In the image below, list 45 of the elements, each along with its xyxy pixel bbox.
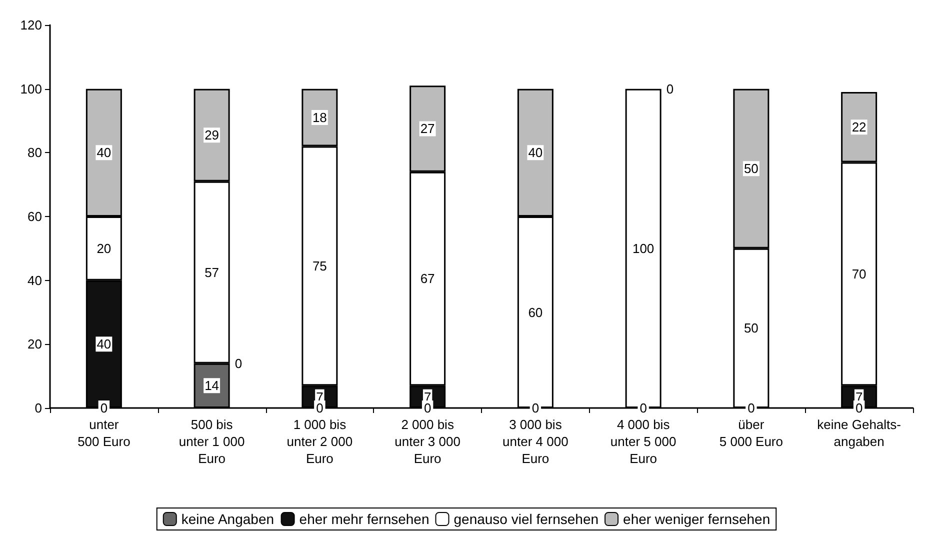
data-label: 40 — [528, 145, 543, 160]
annotation: 0 — [100, 400, 108, 416]
x-tick-label: 1 000 bis unter 2 000 Euro — [286, 417, 353, 466]
y-tick-label: 80 — [28, 145, 42, 160]
annotation: 0 — [234, 356, 242, 371]
data-label: 29 — [204, 128, 220, 143]
data-label: 100 — [632, 240, 654, 256]
data-label: 70 — [852, 266, 866, 282]
y-tick-label: 100 — [20, 81, 42, 96]
legend-label: eher mehr fernsehen — [299, 511, 430, 527]
data-label: 57 — [204, 264, 220, 280]
x-tick-label: 3 000 bis unter 4 000 Euro — [502, 417, 568, 466]
annotation: 0 — [532, 400, 540, 416]
data-label: 67 — [420, 271, 435, 286]
x-tick-label: 500 bis unter 1 000 Euro — [178, 417, 245, 466]
y-tick-label: 40 — [28, 272, 42, 288]
annotation: 0 — [666, 81, 674, 96]
x-tick-label: über 5 000 Euro — [719, 417, 783, 449]
data-label: 20 — [96, 240, 112, 256]
annotation: 0 — [424, 400, 432, 416]
data-label: 18 — [312, 110, 327, 126]
data-label: 40 — [96, 336, 112, 352]
legend-label: eher weniger fernsehen — [623, 511, 770, 527]
data-label: 50 — [744, 161, 758, 176]
data-label: 50 — [744, 320, 758, 336]
x-tick-label: keine Gehalts- angaben — [817, 417, 901, 449]
data-label: 14 — [204, 378, 220, 394]
annotation: 0 — [640, 400, 647, 416]
legend-label: keine Angaben — [181, 511, 274, 527]
annotation: 0 — [855, 400, 863, 416]
data-label: 27 — [420, 121, 435, 136]
data-label: 40 — [96, 145, 112, 160]
data-label: 60 — [528, 304, 543, 320]
x-tick-label: 4 000 bis unter 5 000 Euro — [610, 417, 676, 466]
data-label: 75 — [312, 258, 327, 274]
data-label: 22 — [852, 120, 866, 135]
x-tick-label: 2 000 bis unter 3 000 Euro — [394, 417, 460, 466]
annotation: 0 — [748, 400, 755, 416]
y-tick-label: 0 — [34, 400, 42, 416]
legend-label: genauso viel fernsehen — [454, 511, 599, 527]
y-tick-label: 120 — [20, 18, 42, 32]
y-tick-label: 20 — [28, 336, 42, 352]
y-tick-label: 60 — [28, 209, 42, 224]
x-tick-label: unter 500 Euro — [78, 417, 130, 449]
annotation: 0 — [316, 400, 324, 416]
